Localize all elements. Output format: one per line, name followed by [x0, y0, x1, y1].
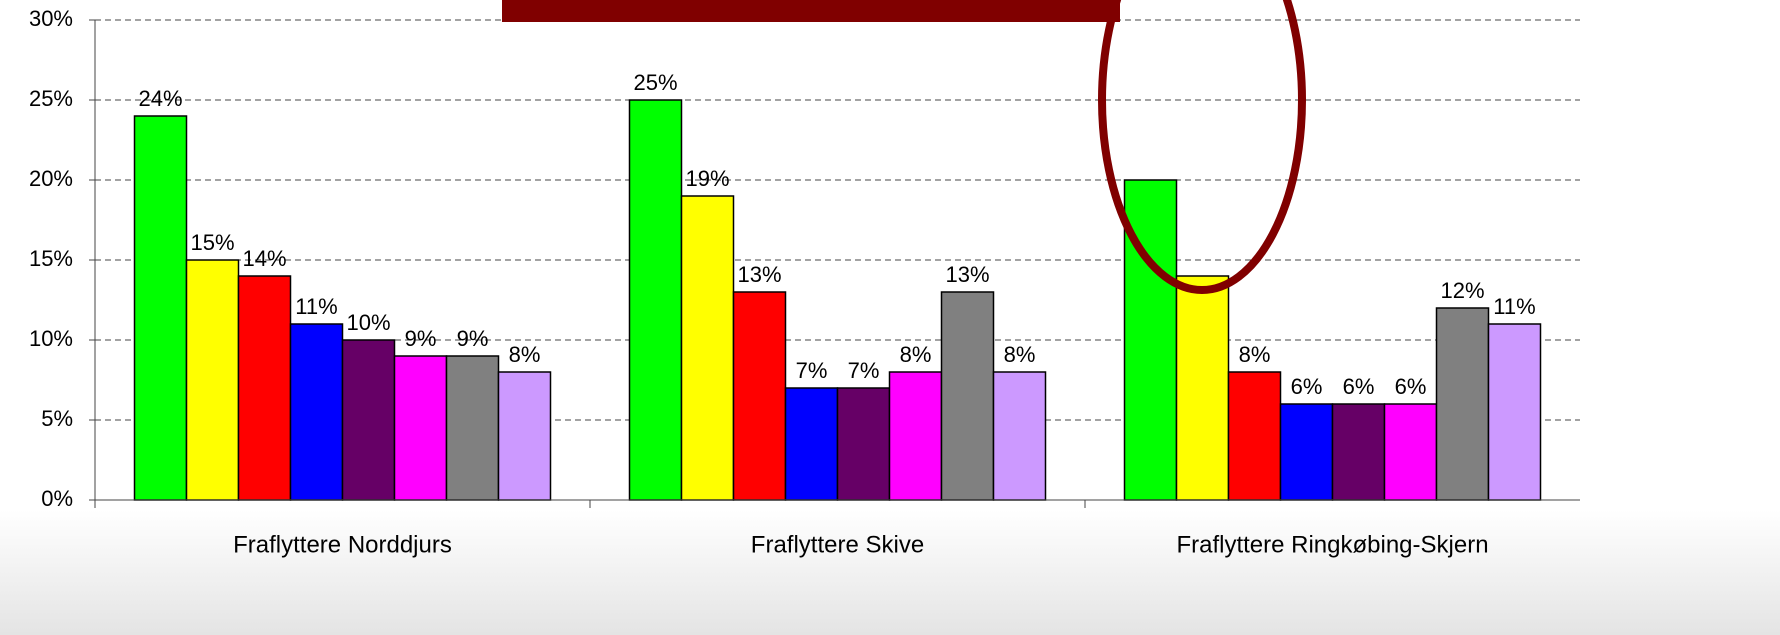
- value-label: 15%: [190, 230, 234, 255]
- y-tick-label: 15%: [29, 246, 73, 271]
- footer-band: [0, 510, 1780, 635]
- bar: [940, 291, 995, 501]
- bar: [732, 291, 787, 501]
- value-label: 13%: [945, 262, 989, 287]
- value-label: 8%: [900, 342, 932, 367]
- bar: [341, 339, 396, 501]
- bar: [784, 387, 839, 501]
- value-label: 8%: [1004, 342, 1036, 367]
- bar: [992, 371, 1047, 501]
- bar: [1435, 307, 1490, 501]
- bar: [1487, 323, 1542, 501]
- y-tick-label: 10%: [29, 326, 73, 351]
- value-label: 11%: [295, 294, 337, 319]
- bar: [1331, 403, 1386, 501]
- value-label: 9%: [457, 326, 489, 351]
- value-label: 19%: [685, 166, 729, 191]
- value-label: 9%: [405, 326, 437, 351]
- bar: [1227, 371, 1282, 501]
- bar: [237, 275, 292, 501]
- bar: [445, 355, 500, 501]
- value-label: 24%: [138, 86, 182, 111]
- value-label: 6%: [1395, 374, 1427, 399]
- bar: [1279, 403, 1334, 501]
- bar: [133, 115, 188, 501]
- bar: [888, 371, 943, 501]
- y-tick-label: 20%: [29, 166, 73, 191]
- value-label: 11%: [1493, 294, 1535, 319]
- y-tick-label: 5%: [41, 406, 73, 431]
- y-tick-label: 30%: [29, 6, 73, 31]
- value-label: 10%: [346, 310, 390, 335]
- value-label: 7%: [796, 358, 828, 383]
- value-label: 13%: [737, 262, 781, 287]
- bar: [1383, 403, 1438, 501]
- bar: [836, 387, 891, 501]
- bar: [1175, 275, 1230, 501]
- bar: [497, 371, 552, 501]
- bar: [289, 323, 344, 501]
- y-tick-label: 0%: [41, 486, 73, 511]
- bar: [393, 355, 448, 501]
- value-label: 6%: [1343, 374, 1375, 399]
- x-tick-label: Fraflyttere Skive: [751, 531, 924, 558]
- x-tick-label: Fraflyttere Ringkøbing-Skjern: [1176, 531, 1488, 558]
- title-box: [502, 0, 1120, 22]
- x-tick-label: Fraflyttere Norddjurs: [233, 531, 452, 558]
- plot: 0% 5% 10% 15% 20% 25% 30% 24% 25% 15% 19% 14% 13% 8% 1…: [29, 6, 1580, 558]
- value-label: 12%: [1440, 278, 1484, 303]
- value-label: 6%: [1291, 374, 1323, 399]
- highlight-ellipse: [1098, 0, 1306, 294]
- value-label: 25%: [633, 70, 677, 95]
- bar: [628, 99, 683, 501]
- value-label: 7%: [848, 358, 880, 383]
- bar: [185, 259, 240, 501]
- value-label: 14%: [242, 246, 286, 271]
- value-label: 8%: [509, 342, 541, 367]
- bar: [680, 195, 735, 501]
- value-label: 8%: [1239, 342, 1271, 367]
- y-tick-label: 25%: [29, 86, 73, 111]
